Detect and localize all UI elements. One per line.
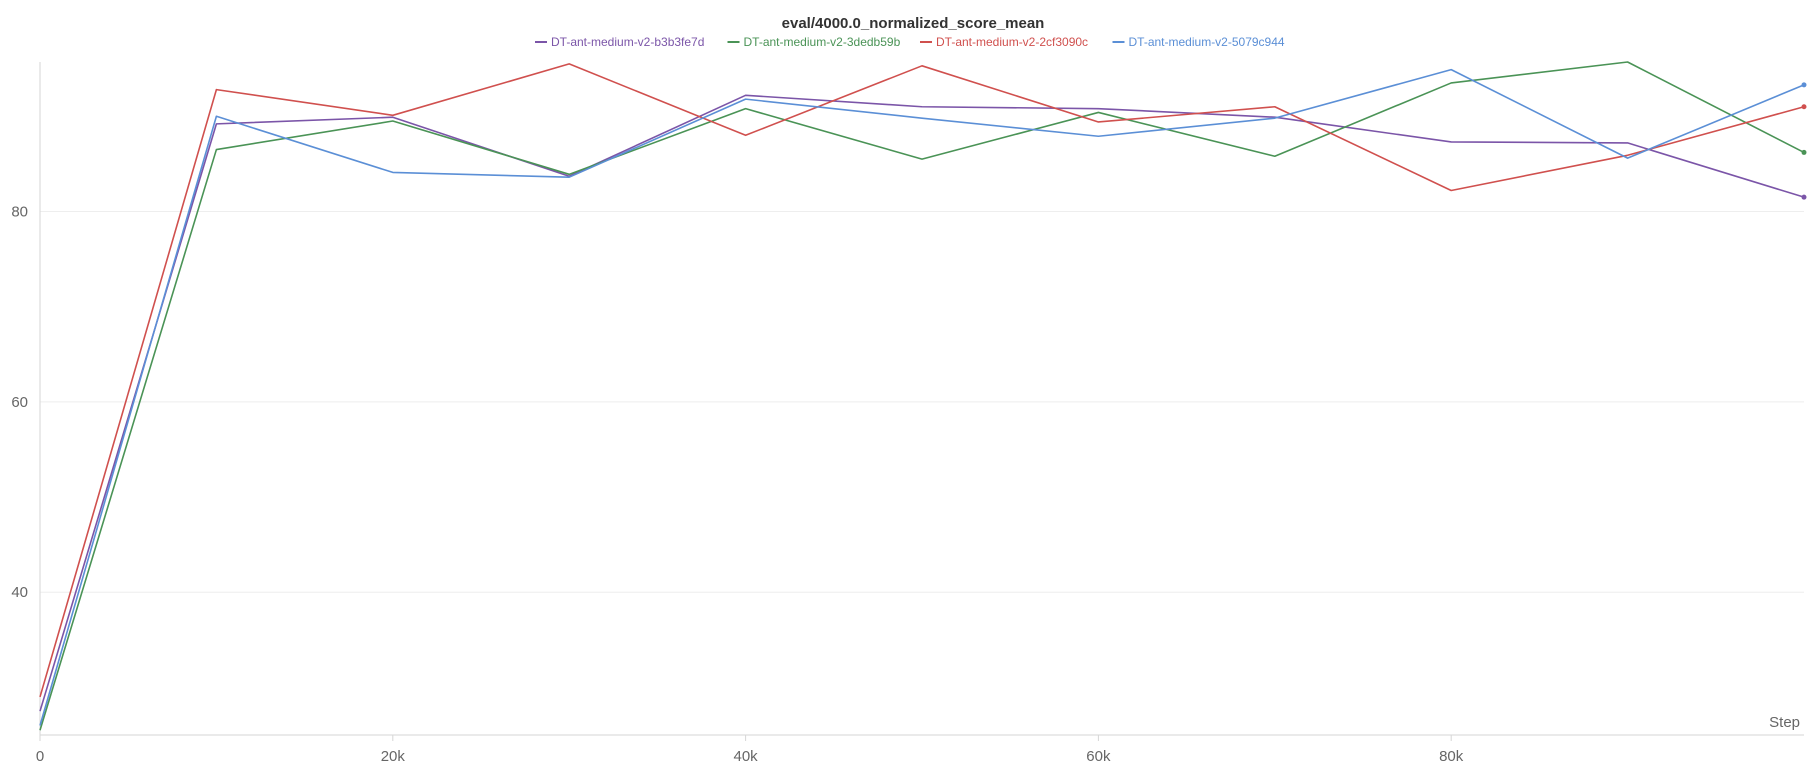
data-point	[1801, 194, 1807, 200]
x-tick-label: 40k	[734, 748, 759, 765]
legend-label[interactable]: DT-ant-medium-v2-b3b3fe7d	[551, 35, 704, 49]
data-point	[1801, 104, 1807, 110]
x-tick-label: 20k	[381, 748, 406, 765]
legend-label[interactable]: DT-ant-medium-v2-3dedb59b	[744, 35, 901, 49]
grid-lines	[40, 210, 1804, 593]
axes: 40 60 80 0 20k 40k 60k 80k	[11, 62, 1804, 765]
series-line-2[interactable]	[39, 61, 1805, 731]
x-tick-label: 60k	[1086, 748, 1111, 765]
data-point	[1801, 82, 1807, 88]
x-axis-label: Step	[1769, 714, 1800, 731]
x-tick-label: 0	[36, 748, 44, 765]
legend-label[interactable]: DT-ant-medium-v2-2cf3090c	[936, 35, 1088, 49]
y-tick-label: 80	[11, 203, 28, 220]
x-tick-label: 80k	[1439, 748, 1464, 765]
chart-title: eval/4000.0_normalized_score_mean	[782, 15, 1045, 32]
legend-label[interactable]: DT-ant-medium-v2-5079c944	[1129, 35, 1285, 49]
series-lines	[39, 61, 1807, 731]
data-point	[1801, 149, 1807, 155]
y-tick-label: 60	[11, 394, 28, 411]
series-line-1[interactable]	[39, 94, 1805, 712]
legend: DT-ant-medium-v2-b3b3fe7d DT-ant-medium-v…	[535, 35, 1285, 49]
y-tick-label: 40	[11, 584, 28, 601]
series-line-4[interactable]	[39, 68, 1805, 726]
